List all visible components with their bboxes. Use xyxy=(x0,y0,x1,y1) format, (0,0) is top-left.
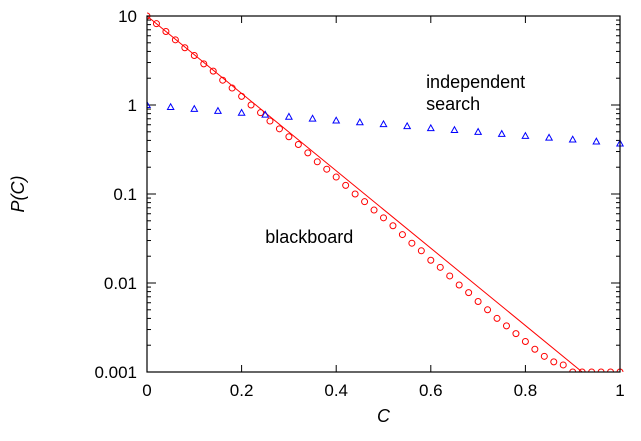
data-point xyxy=(465,289,473,297)
data-point xyxy=(332,116,341,124)
data-point xyxy=(261,110,270,118)
data-point xyxy=(237,108,246,116)
x-tick-label: 0.4 xyxy=(324,381,348,400)
y-tick-label: 0.001 xyxy=(94,363,137,382)
data-point xyxy=(436,263,444,271)
data-point xyxy=(351,190,359,198)
data-point xyxy=(531,345,539,353)
data-point xyxy=(455,281,463,289)
data-point xyxy=(285,133,293,141)
data-point xyxy=(597,368,605,372)
data-point xyxy=(417,247,425,255)
label-layer: 0 0.2 0.4 0.6 0.8 1 0.001 0.01 0.1 1 10 independent… xyxy=(94,7,624,400)
data-point xyxy=(247,101,255,109)
data-point xyxy=(166,102,175,111)
data-point xyxy=(569,368,577,372)
data-point xyxy=(181,44,189,52)
data-point xyxy=(568,135,577,143)
x-tick-label: 1 xyxy=(615,381,624,400)
annotation-line: search xyxy=(426,94,480,114)
data-point xyxy=(379,119,388,128)
data-point xyxy=(578,368,586,372)
data-point xyxy=(190,104,199,112)
data-point xyxy=(474,297,482,305)
data-point xyxy=(588,368,596,372)
plot-frame xyxy=(146,15,621,373)
data-point xyxy=(380,214,387,222)
y-tick-label: 1 xyxy=(128,96,137,115)
data-point xyxy=(545,133,554,141)
data-point xyxy=(152,20,160,28)
data-point xyxy=(355,118,364,126)
plot-layer xyxy=(147,12,625,372)
x-tick-label: 0.6 xyxy=(419,381,443,400)
data-point xyxy=(162,27,170,35)
series-0 xyxy=(147,12,624,372)
data-point xyxy=(426,123,435,132)
data-point xyxy=(266,117,274,125)
tick-layer xyxy=(146,15,621,373)
data-point xyxy=(275,125,283,133)
data-point xyxy=(200,60,208,68)
data-point xyxy=(308,114,317,122)
data-point xyxy=(446,272,454,280)
data-point xyxy=(550,358,558,366)
data-point xyxy=(484,306,492,314)
y-tick-label: 10 xyxy=(118,7,137,26)
data-point xyxy=(361,198,369,206)
series-1 xyxy=(147,100,625,147)
data-point xyxy=(190,51,198,59)
x-tick-label: 0 xyxy=(142,381,151,400)
y-tick-label: 0.01 xyxy=(104,274,137,293)
data-point xyxy=(209,67,217,75)
data-point xyxy=(521,338,529,346)
data-point xyxy=(257,109,265,117)
data-point xyxy=(403,121,412,130)
data-point xyxy=(521,131,530,139)
data-point xyxy=(389,222,397,230)
data-point xyxy=(493,314,501,322)
data-point xyxy=(408,239,416,247)
x-tick-label: 0.2 xyxy=(230,381,254,400)
data-point xyxy=(228,84,236,92)
data-point xyxy=(497,129,506,137)
data-point xyxy=(171,36,179,44)
x-tick-label: 0.8 xyxy=(514,381,538,400)
data-point xyxy=(342,181,350,189)
data-point xyxy=(370,206,378,214)
data-point xyxy=(398,231,406,239)
y-tick-label: 0.1 xyxy=(113,185,137,204)
data-point xyxy=(592,137,601,145)
annotation-line: blackboard xyxy=(265,227,353,247)
annotation-0: independent search xyxy=(426,72,525,114)
fit-line xyxy=(147,15,583,372)
data-point xyxy=(294,140,302,148)
data-point xyxy=(450,125,459,133)
data-point xyxy=(213,106,222,114)
data-point xyxy=(512,330,520,338)
y-axis-label: P(C) xyxy=(8,176,28,213)
x-axis-label: C xyxy=(377,406,391,426)
annotation-1: blackboard xyxy=(265,227,353,247)
data-point xyxy=(559,361,567,369)
data-point xyxy=(219,76,227,84)
data-point xyxy=(147,100,152,109)
data-point xyxy=(323,165,331,173)
data-point xyxy=(607,368,615,372)
data-point xyxy=(540,352,548,360)
data-point xyxy=(238,92,246,100)
data-point xyxy=(502,322,510,330)
data-point xyxy=(304,149,312,157)
annotation-line: independent xyxy=(426,72,525,92)
data-point xyxy=(313,158,321,166)
data-point xyxy=(284,112,293,120)
data-point xyxy=(332,173,340,181)
data-point xyxy=(474,127,483,135)
data-point xyxy=(427,256,435,264)
